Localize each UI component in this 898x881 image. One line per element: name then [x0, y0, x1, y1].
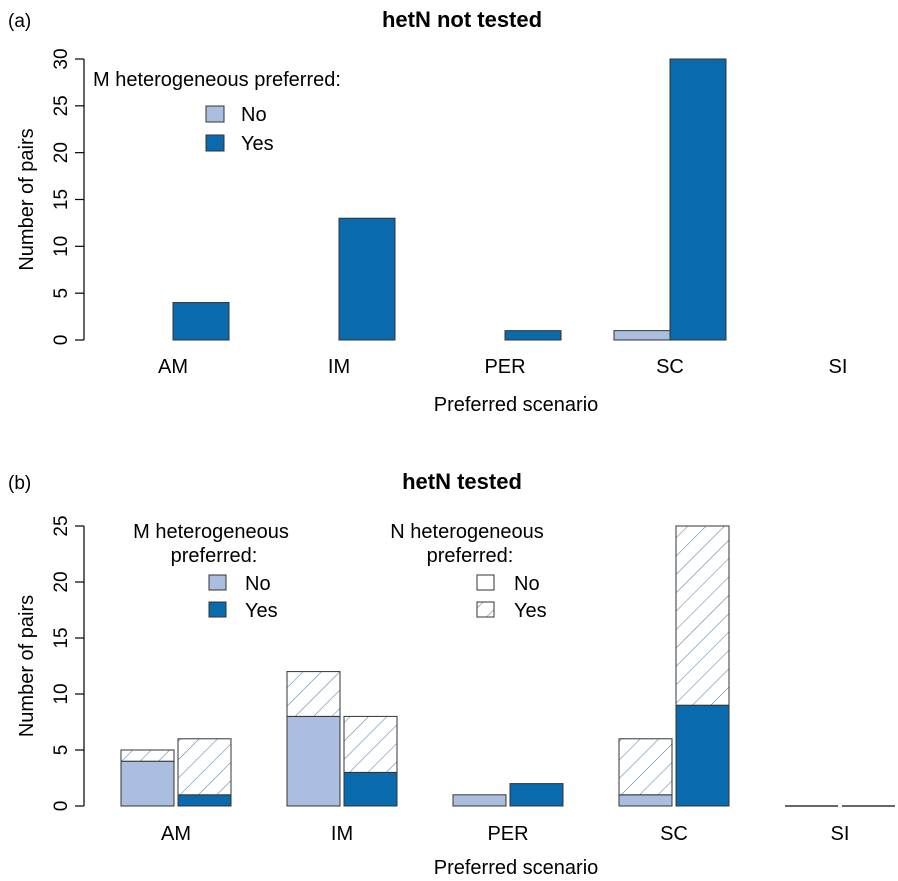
- chart-b: hetN tested 0 5 10 15 20 25 Number of pairs AM IM…: [16, 469, 895, 879]
- chart-a-bar: [504, 330, 562, 341]
- chart-b-legend-m-label: Yes: [245, 600, 278, 622]
- chart-a-bar: [338, 217, 396, 341]
- chart-a-legend-label: No: [241, 104, 267, 126]
- chart-a-bar: [669, 58, 727, 341]
- chart-b-legend-n-label: Yes: [514, 600, 547, 622]
- chart-b-bar-segment-n-no: [452, 794, 507, 807]
- chart-b-title: hetN tested: [402, 469, 522, 494]
- chart-a-y-tick-label: 30: [51, 48, 72, 69]
- chart-a-x-tick-label: SI: [829, 356, 848, 378]
- chart-b-legend-n-swatch: [476, 574, 495, 591]
- chart-a-y-tick-label: 10: [51, 236, 72, 257]
- chart-b-y-tick-label: 5: [51, 745, 72, 756]
- chart-a-x-tick-label: AM: [158, 356, 188, 378]
- chart-b-legend-m-swatch: [208, 574, 227, 591]
- chart-b-legend-n-swatch: [476, 601, 495, 618]
- chart-a-x-tick-label: IM: [328, 356, 350, 378]
- chart-a-legend-swatch: [205, 105, 225, 123]
- chart-b-bar-segment-n-no: [509, 783, 564, 807]
- chart-b-y-tick-label: 15: [51, 627, 72, 648]
- chart-b-legend-m-label: No: [245, 573, 271, 595]
- chart-b-bar-segment-n-no: [120, 760, 175, 807]
- panel-b-label: (b): [8, 473, 31, 494]
- chart-b-x-tick-label: SI: [831, 823, 850, 845]
- chart-b-bar-segment-n-yes: [343, 715, 398, 773]
- chart-b-bar-segment-n-yes: [675, 525, 730, 706]
- chart-b-bar-segment-n-yes: [177, 738, 232, 796]
- chart-a-y-tick-label: 20: [51, 142, 72, 163]
- chart-b-legend-m-swatch: [208, 601, 227, 618]
- chart-b-legend-n-title-1: N heterogeneous: [390, 521, 543, 543]
- chart-a-y-axis-label: Number of pairs: [16, 128, 38, 270]
- chart-a: hetN not tested 0 5 10 15 20 25 30 Number of pai…: [16, 7, 847, 416]
- chart-b-bar-segment-n-yes: [618, 738, 673, 796]
- chart-a-y-tick-label: 0: [51, 335, 72, 346]
- chart-b-x-axis-label: Preferred scenario: [434, 857, 599, 879]
- chart-a-x-tick-label: PER: [484, 356, 525, 378]
- chart-b-bar-segment-n-no: [675, 704, 730, 807]
- chart-b-legend-m-title-1: M heterogeneous: [133, 521, 289, 543]
- chart-a-y-tick-label: 15: [51, 189, 72, 210]
- chart-b-bar-segment-n-yes: [286, 671, 341, 717]
- chart-b-bar-segment-n-no: [618, 794, 673, 807]
- chart-a-legend-label: Yes: [241, 133, 274, 155]
- chart-b-y-axis-label: Number of pairs: [16, 595, 38, 737]
- chart-a-bar: [613, 330, 671, 341]
- chart-b-y-tick-label: 25: [51, 515, 72, 536]
- chart-a-x-tick-label: SC: [656, 356, 684, 378]
- chart-b-legend-n-title-2: preferred:: [427, 545, 514, 567]
- chart-b-x-tick-label: PER: [487, 823, 528, 845]
- chart-b-y-tick-label: 10: [51, 683, 72, 704]
- chart-b-bar-segment-n-yes: [120, 749, 175, 762]
- chart-a-bar: [172, 302, 230, 341]
- chart-b-x-tick-label: AM: [161, 823, 191, 845]
- chart-a-y-tick-label: 5: [51, 288, 72, 299]
- chart-b-x-tick-label: IM: [331, 823, 353, 845]
- chart-b-y-tick-label: 0: [51, 801, 72, 812]
- chart-a-y-tick-label: 25: [51, 95, 72, 116]
- chart-a-x-axis-label: Preferred scenario: [434, 394, 599, 416]
- chart-a-legend-swatch: [205, 134, 225, 152]
- chart-b-bar-segment-n-no: [343, 771, 398, 807]
- chart-a-title: hetN not tested: [382, 7, 542, 32]
- chart-b-legend-n-label: No: [514, 573, 540, 595]
- chart-b-bar-segment-n-no: [177, 794, 232, 807]
- chart-a-legend-title: M heterogeneous preferred:: [93, 69, 341, 91]
- chart-b-legend-m-title-2: preferred:: [171, 545, 258, 567]
- chart-b-y-tick-label: 20: [51, 571, 72, 592]
- panel-a-label: (a): [8, 11, 31, 32]
- chart-b-bar-segment-n-no: [286, 715, 341, 807]
- chart-b-x-tick-label: SC: [660, 823, 688, 845]
